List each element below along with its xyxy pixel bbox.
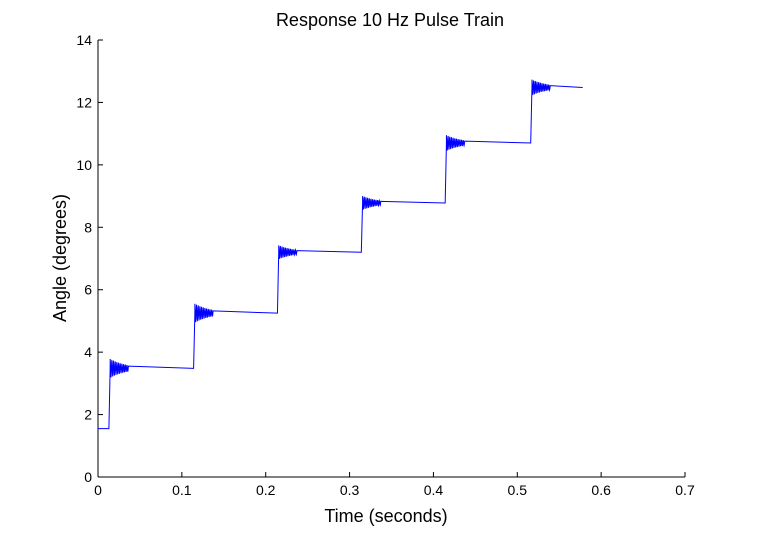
y-tick-label: 0 xyxy=(84,469,92,485)
y-tick-label: 14 xyxy=(76,32,92,48)
x-axis-ticks: 0 0.1 0.2 0.3 0.4 0.5 0.6 0.7 xyxy=(94,472,695,498)
x-axis-label: Time (seconds) xyxy=(324,506,447,526)
x-tick-label: 0.1 xyxy=(172,482,192,498)
chart-title: Response 10 Hz Pulse Train xyxy=(276,10,504,30)
x-tick-label: 0.3 xyxy=(340,482,360,498)
x-tick-label: 0.6 xyxy=(591,482,611,498)
y-axis-label: Angle (degrees) xyxy=(50,194,70,322)
plot-area xyxy=(98,40,685,477)
x-tick-label: 0.5 xyxy=(508,482,528,498)
y-tick-label: 4 xyxy=(84,344,92,360)
y-tick-label: 6 xyxy=(84,282,92,298)
y-tick-label: 10 xyxy=(76,157,92,173)
y-axis-ticks: 0 2 4 6 8 10 12 14 xyxy=(76,32,103,485)
series-line xyxy=(98,79,583,430)
x-tick-label: 0.7 xyxy=(675,482,695,498)
x-tick-label: 0 xyxy=(94,482,102,498)
y-tick-label: 12 xyxy=(76,94,92,110)
y-tick-label: 2 xyxy=(84,407,92,423)
y-tick-label: 8 xyxy=(84,219,92,235)
x-tick-label: 0.2 xyxy=(256,482,276,498)
x-tick-label: 0.4 xyxy=(424,482,444,498)
